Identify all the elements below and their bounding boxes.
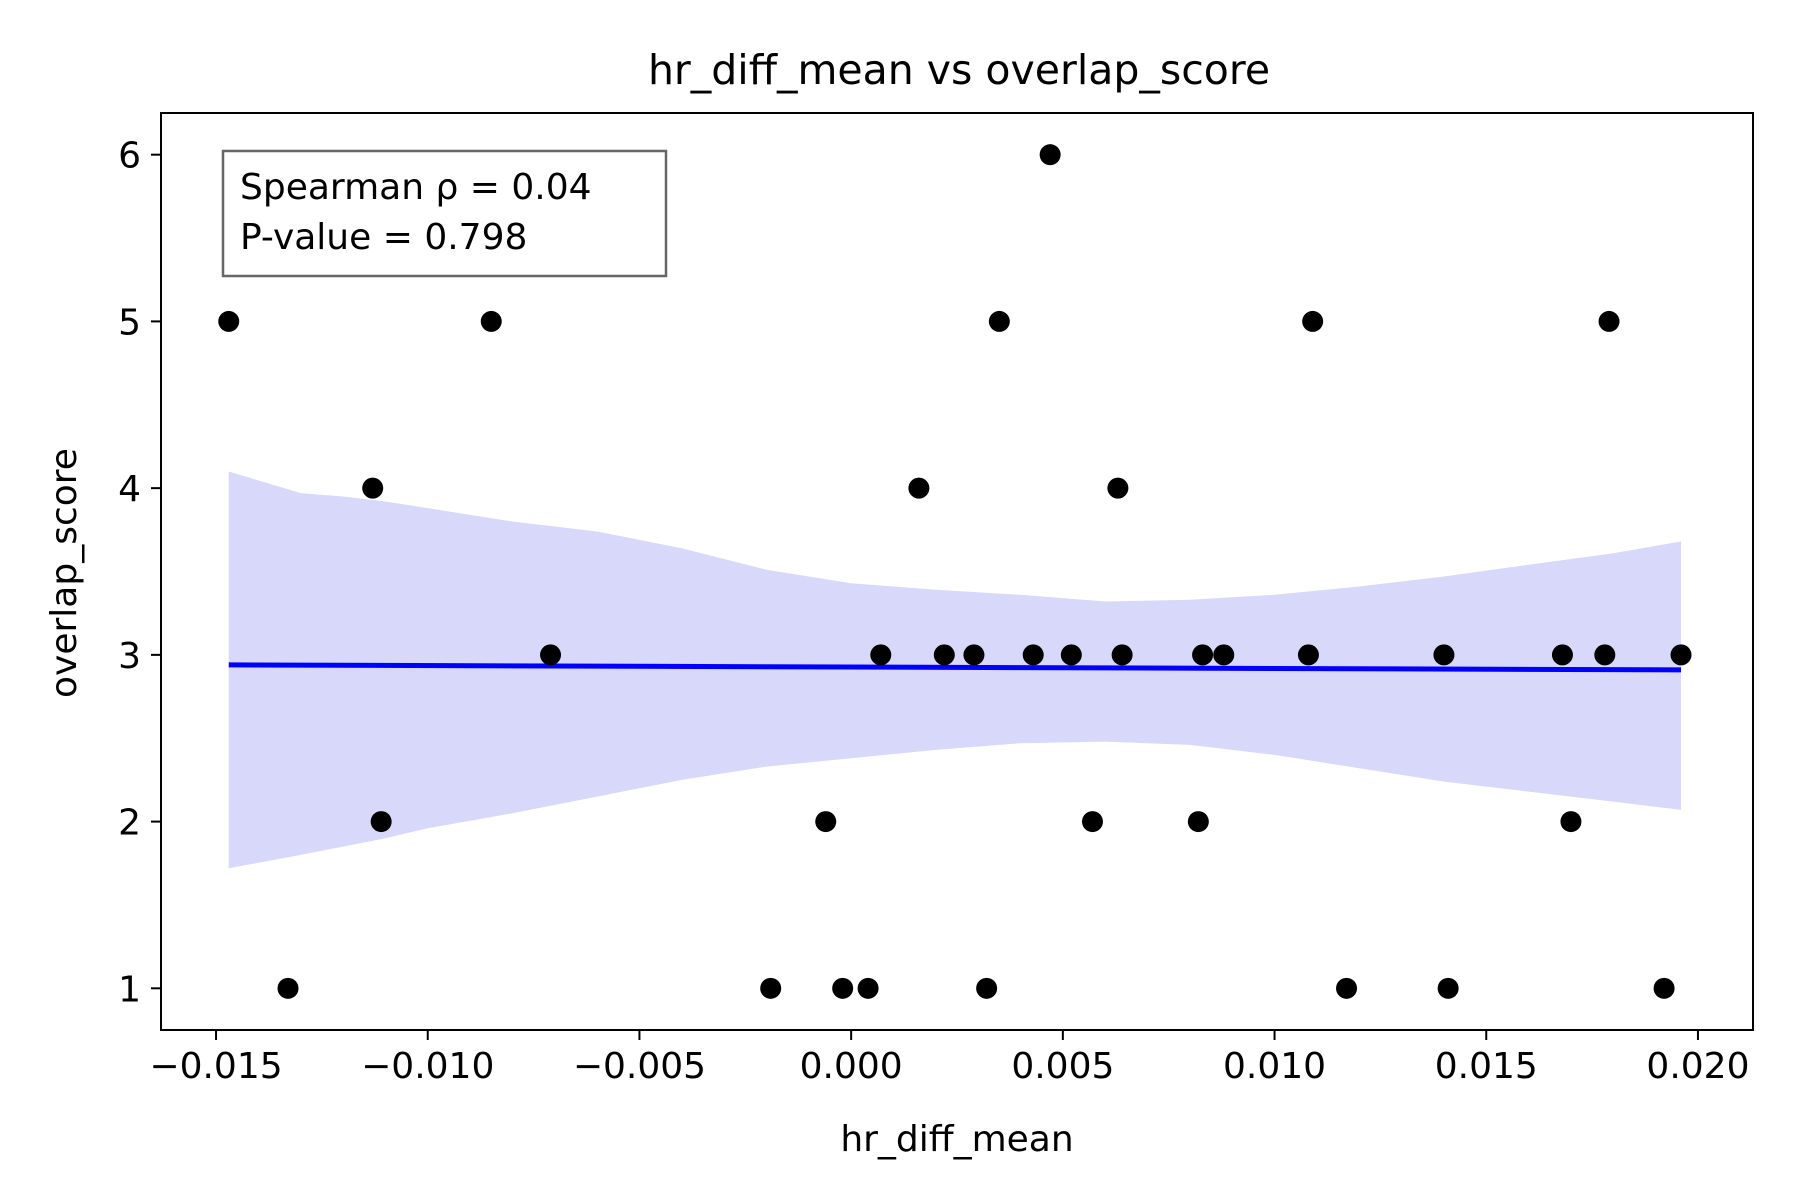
- stats-spearman-text: Spearman ρ = 0.04: [240, 167, 592, 208]
- data-point: [1297, 644, 1319, 666]
- x-tick-label: 0.005: [1011, 1046, 1114, 1087]
- data-point: [870, 644, 892, 666]
- y-tick-label: 6: [118, 136, 141, 177]
- data-point: [1039, 144, 1061, 166]
- data-point: [1192, 644, 1214, 666]
- stats-annotation: Spearman ρ = 0.04 P-value = 0.798: [221, 149, 668, 278]
- data-point: [976, 977, 998, 999]
- chart-title: hr_diff_mean vs overlap_score: [648, 46, 1270, 94]
- data-point: [1302, 310, 1324, 332]
- data-point: [540, 644, 562, 666]
- data-point: [1551, 644, 1573, 666]
- data-point: [1336, 977, 1358, 999]
- data-point: [277, 977, 299, 999]
- data-point: [988, 310, 1010, 332]
- x-tick-label: 0.000: [800, 1046, 903, 1087]
- data-point: [1560, 811, 1582, 833]
- data-point: [1081, 811, 1103, 833]
- data-point: [362, 477, 384, 499]
- data-point: [1437, 977, 1459, 999]
- y-axis-label: overlap_score: [44, 448, 85, 698]
- data-point: [1670, 644, 1692, 666]
- data-point: [933, 644, 955, 666]
- data-point: [218, 310, 240, 332]
- stats-annotation-box: [221, 149, 668, 278]
- x-tick-label: 0.015: [1435, 1046, 1538, 1087]
- confidence-band-layer: [228, 471, 1682, 869]
- data-point: [1653, 977, 1675, 999]
- regression-line-layer: [228, 662, 1682, 673]
- data-point: [857, 977, 879, 999]
- data-point: [1598, 310, 1620, 332]
- data-point: [963, 644, 985, 666]
- data-point: [1111, 644, 1133, 666]
- x-tick-label: −0.015: [149, 1046, 282, 1087]
- y-tick-label: 1: [118, 969, 141, 1010]
- data-point: [1107, 477, 1129, 499]
- y-tick-label: 5: [118, 302, 141, 343]
- x-axis-label: hr_diff_mean: [840, 1119, 1073, 1160]
- plot-frame: [160, 112, 1754, 1031]
- data-point: [832, 977, 854, 999]
- data-point: [1433, 644, 1455, 666]
- data-points-layer: [218, 144, 1692, 999]
- x-tick-label: −0.010: [361, 1046, 494, 1087]
- data-point: [1213, 644, 1235, 666]
- data-point: [1187, 811, 1209, 833]
- x-tick-label: 0.020: [1646, 1046, 1749, 1087]
- confidence-band: [228, 471, 1682, 869]
- y-tick-label: 2: [118, 803, 141, 844]
- data-point: [760, 977, 782, 999]
- x-axis-ticks: −0.015 −0.010 −0.005 0.000 0.005 0.010 0.015 0.…: [149, 1030, 1749, 1087]
- data-point: [480, 310, 502, 332]
- data-point: [1594, 644, 1616, 666]
- data-point: [370, 811, 392, 833]
- data-point: [1022, 644, 1044, 666]
- data-point: [908, 477, 930, 499]
- stats-pvalue-text: P-value = 0.798: [240, 217, 527, 258]
- data-point: [1060, 644, 1082, 666]
- y-tick-label: 3: [118, 636, 141, 677]
- data-point: [815, 811, 837, 833]
- x-tick-label: 0.010: [1223, 1046, 1326, 1087]
- regression-line: [228, 662, 1682, 673]
- x-tick-label: −0.005: [573, 1046, 706, 1087]
- y-tick-label: 4: [118, 469, 141, 510]
- y-axis-ticks: 1 2 3 4 5 6: [118, 136, 161, 1010]
